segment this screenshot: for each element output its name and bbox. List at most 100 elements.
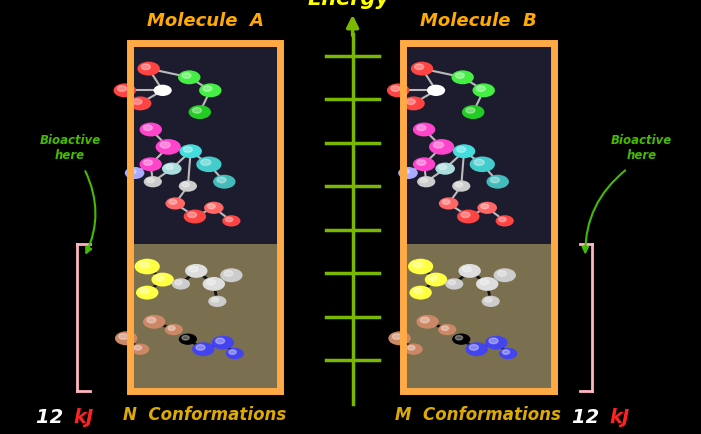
- Circle shape: [449, 281, 456, 285]
- Circle shape: [133, 100, 142, 105]
- Circle shape: [185, 264, 207, 278]
- Circle shape: [456, 183, 463, 187]
- Circle shape: [485, 298, 492, 302]
- Circle shape: [226, 218, 233, 222]
- Circle shape: [139, 123, 162, 137]
- Text: kJ: kJ: [74, 407, 94, 426]
- Circle shape: [416, 315, 439, 329]
- Circle shape: [391, 87, 400, 92]
- Circle shape: [140, 289, 149, 294]
- Text: N  Conformations: N Conformations: [123, 405, 287, 423]
- Bar: [403, 43, 554, 391]
- Circle shape: [481, 204, 489, 209]
- Text: 12: 12: [572, 407, 606, 426]
- Circle shape: [402, 170, 409, 174]
- Circle shape: [438, 324, 456, 335]
- Circle shape: [168, 326, 175, 331]
- Circle shape: [135, 259, 160, 275]
- Circle shape: [156, 140, 181, 155]
- Circle shape: [412, 262, 423, 268]
- Circle shape: [393, 334, 401, 339]
- Circle shape: [182, 74, 191, 79]
- Circle shape: [204, 202, 224, 214]
- Text: 12: 12: [36, 407, 70, 426]
- Circle shape: [179, 181, 197, 192]
- Circle shape: [472, 84, 495, 98]
- Circle shape: [182, 183, 189, 187]
- Bar: [406, 45, 551, 245]
- Circle shape: [482, 296, 500, 307]
- Circle shape: [413, 123, 435, 137]
- Circle shape: [414, 289, 422, 294]
- Circle shape: [415, 65, 423, 70]
- Circle shape: [408, 346, 415, 350]
- Circle shape: [425, 273, 447, 287]
- Circle shape: [477, 202, 497, 214]
- Circle shape: [407, 100, 415, 105]
- Circle shape: [489, 339, 498, 344]
- Circle shape: [485, 336, 508, 350]
- Circle shape: [162, 163, 182, 175]
- Circle shape: [498, 271, 506, 276]
- Circle shape: [402, 97, 425, 111]
- Circle shape: [404, 344, 423, 355]
- Circle shape: [165, 324, 183, 335]
- Circle shape: [421, 179, 428, 183]
- Circle shape: [165, 165, 173, 170]
- Circle shape: [503, 350, 510, 355]
- Circle shape: [144, 161, 152, 166]
- Text: Molecule  A: Molecule A: [147, 13, 264, 30]
- Circle shape: [115, 332, 137, 345]
- Circle shape: [144, 177, 162, 188]
- Circle shape: [456, 336, 463, 340]
- Circle shape: [466, 108, 475, 114]
- Circle shape: [207, 204, 215, 209]
- Circle shape: [119, 334, 128, 339]
- Circle shape: [409, 286, 432, 300]
- Circle shape: [458, 264, 481, 278]
- Text: M  Conformations: M Conformations: [395, 405, 562, 423]
- Circle shape: [212, 298, 219, 302]
- Circle shape: [144, 126, 152, 131]
- Circle shape: [470, 345, 478, 350]
- Bar: [132, 243, 278, 389]
- Circle shape: [154, 85, 172, 97]
- Circle shape: [151, 273, 174, 287]
- Circle shape: [435, 163, 455, 175]
- Circle shape: [453, 145, 475, 159]
- Circle shape: [430, 88, 437, 92]
- Circle shape: [470, 157, 495, 173]
- Circle shape: [224, 271, 233, 276]
- Circle shape: [499, 348, 517, 359]
- Bar: [130, 43, 280, 391]
- Circle shape: [178, 71, 200, 85]
- Circle shape: [200, 160, 211, 166]
- Circle shape: [172, 279, 190, 290]
- Circle shape: [118, 87, 126, 92]
- Circle shape: [417, 161, 426, 166]
- Circle shape: [480, 280, 489, 285]
- Circle shape: [160, 142, 170, 149]
- Circle shape: [486, 175, 509, 189]
- Circle shape: [457, 210, 479, 224]
- Circle shape: [114, 84, 136, 98]
- Circle shape: [220, 269, 243, 283]
- Circle shape: [452, 334, 470, 345]
- Circle shape: [125, 168, 144, 180]
- Circle shape: [179, 334, 197, 345]
- Circle shape: [427, 85, 445, 97]
- Circle shape: [461, 213, 470, 218]
- Circle shape: [217, 178, 226, 183]
- Circle shape: [413, 158, 435, 172]
- Text: Molecule  B: Molecule B: [420, 13, 537, 30]
- Circle shape: [388, 332, 411, 345]
- Circle shape: [165, 198, 185, 210]
- Circle shape: [442, 200, 450, 205]
- Circle shape: [411, 62, 433, 76]
- Circle shape: [196, 345, 205, 350]
- Bar: [132, 45, 278, 245]
- Circle shape: [199, 84, 222, 98]
- Circle shape: [169, 200, 177, 205]
- Circle shape: [222, 216, 240, 227]
- Text: kJ: kJ: [610, 407, 630, 426]
